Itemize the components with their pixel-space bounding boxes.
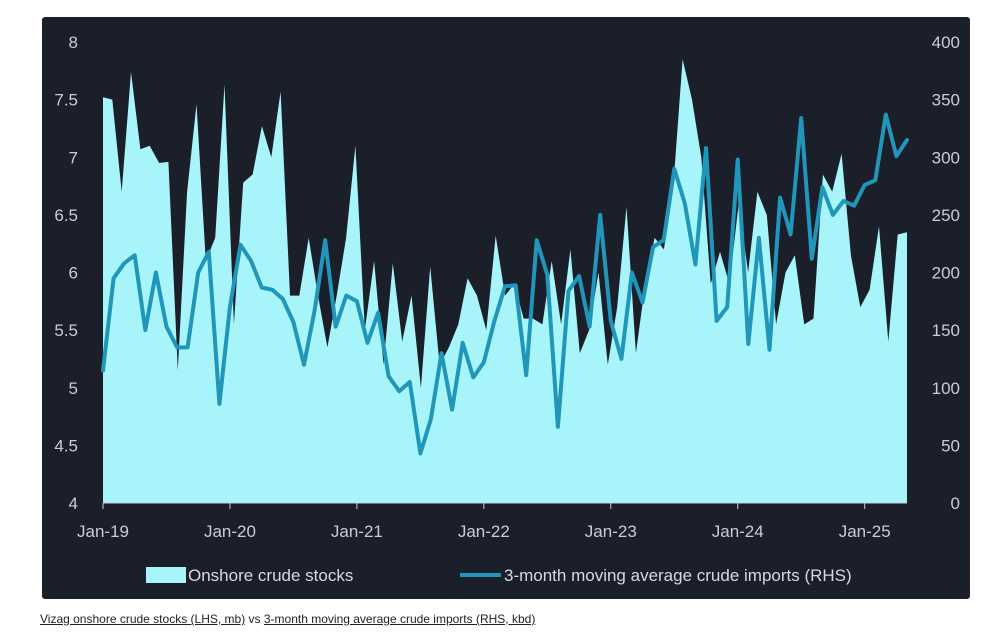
x-tick-label: Jan-19 <box>77 522 129 541</box>
y-left-tick-label: 6.5 <box>54 206 78 225</box>
y-right-tick-label: 50 <box>941 436 960 455</box>
y-left-tick-label: 6 <box>69 264 78 283</box>
x-tick-label: Jan-25 <box>839 522 891 541</box>
stocks-area <box>103 59 907 504</box>
y-left-tick-label: 7 <box>69 148 78 167</box>
y-right-tick-label: 100 <box>932 379 960 398</box>
x-tick-label: Jan-21 <box>331 522 383 541</box>
imports-line <box>101 112 909 456</box>
x-tick-label: Jan-20 <box>204 522 256 541</box>
x-tick-label: Jan-23 <box>585 522 637 541</box>
y-left-tick-label: 5 <box>69 379 78 398</box>
y-right-tick-label: 0 <box>951 494 960 513</box>
y-right-tick-label: 150 <box>932 321 960 340</box>
chart-panel: Jan-19 Jan-20 Jan-21 Jan-22 Jan-23 Jan-24 Jan-… <box>42 17 970 599</box>
x-tick-label: Jan-24 <box>712 522 764 541</box>
y-right-tick-label: 250 <box>932 206 960 225</box>
chart-svg: Jan-19 Jan-20 Jan-21 Jan-22 Jan-23 Jan-24 Jan-… <box>54 33 960 585</box>
caption-stocks: Vizag onshore crude stocks (LHS, mb) <box>40 612 246 626</box>
y-left-tick-label: 5.5 <box>54 321 78 340</box>
y-right-tick-label: 400 <box>932 33 960 52</box>
y-left-tick-label: 4 <box>69 494 78 513</box>
y-right-tick-label: 200 <box>932 264 960 283</box>
legend-label-imports: 3-month moving average crude imports (RH… <box>504 566 852 585</box>
y-left-tick-label: 8 <box>69 33 78 52</box>
chart-caption: Vizag onshore crude stocks (LHS, mb) vs … <box>40 612 535 626</box>
caption-connector: vs <box>245 612 264 626</box>
y-right-tick-label: 350 <box>932 91 960 110</box>
y-right-tick-label: 300 <box>932 148 960 167</box>
y-left-tick-label: 4.5 <box>54 436 78 455</box>
x-tick-label: Jan-22 <box>458 522 510 541</box>
legend-label-stocks: Onshore crude stocks <box>188 566 353 585</box>
y-left-tick-label: 7.5 <box>54 91 78 110</box>
caption-imports: 3-month moving average crude imports (RH… <box>263 612 536 626</box>
legend-swatch-area <box>146 567 186 583</box>
